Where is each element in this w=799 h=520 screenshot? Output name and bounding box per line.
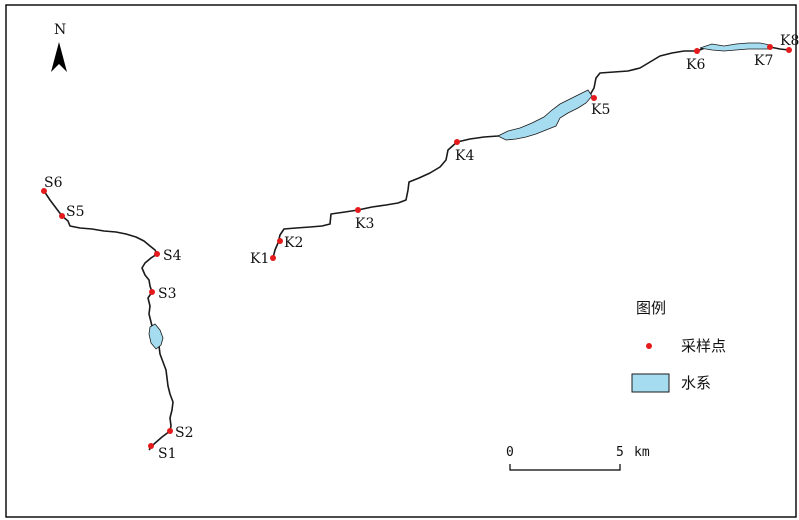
- scale-end-label: 5: [616, 445, 624, 460]
- map-frame: [5, 4, 797, 518]
- sample-point-k4[interactable]: [454, 139, 460, 145]
- sample-point-s6[interactable]: [41, 188, 47, 194]
- sample-point-s2[interactable]: [167, 428, 173, 434]
- sample-points-s: S1 S2 S3 S4 S5 S6: [41, 175, 194, 462]
- river-s: [43, 190, 174, 451]
- sample-point-s4[interactable]: [154, 251, 160, 257]
- sample-label-s1: S1: [158, 446, 177, 462]
- river-s-line: [43, 190, 174, 451]
- sample-point-k1[interactable]: [270, 255, 276, 261]
- sample-point-k7[interactable]: [767, 44, 773, 50]
- scale-unit-label: km: [634, 445, 650, 460]
- legend-water-swatch-icon: [631, 373, 670, 393]
- sample-label-s5: S5: [66, 204, 85, 220]
- scale-bar-line: [509, 464, 621, 471]
- legend-sample-point-icon: [646, 343, 652, 349]
- sample-point-s3[interactable]: [149, 289, 155, 295]
- sample-label-k1: K1: [250, 251, 269, 267]
- sample-point-k3[interactable]: [355, 207, 361, 213]
- sample-label-k7: K7: [754, 53, 773, 69]
- north-arrow-icon: [51, 42, 59, 72]
- legend-item-water: 水系: [681, 374, 711, 392]
- sample-label-k6: K6: [686, 57, 705, 73]
- sample-label-s3: S3: [158, 286, 177, 302]
- sample-label-k2: K2: [284, 235, 303, 251]
- sample-label-k5: K5: [591, 102, 610, 118]
- sample-point-s5[interactable]: [59, 213, 65, 219]
- sample-label-k4: K4: [455, 148, 474, 164]
- sample-label-s2: S2: [175, 425, 194, 441]
- sample-points-k: K1 K2 K3 K4 K5 K6 K7 K8: [250, 33, 799, 267]
- sample-point-s1[interactable]: [148, 443, 154, 449]
- north-arrow: N: [51, 22, 67, 72]
- scale-start-label: 0: [506, 445, 514, 460]
- legend: 图例 采样点 水系: [631, 299, 726, 393]
- legend-title: 图例: [636, 299, 666, 317]
- sample-point-k2[interactable]: [277, 238, 283, 244]
- sample-label-k8: K8: [780, 33, 799, 49]
- sample-label-s4: S4: [163, 248, 182, 264]
- river-k: [272, 42, 790, 259]
- scale-bar: 0 5 km: [506, 445, 650, 471]
- legend-item-sample-point: 采样点: [681, 337, 726, 355]
- water-body-s: [148, 323, 164, 350]
- sample-label-s6: S6: [44, 175, 63, 191]
- north-label: N: [54, 22, 66, 38]
- sample-point-k8[interactable]: [786, 47, 792, 53]
- sample-point-k6[interactable]: [694, 48, 700, 54]
- water-body-k: [497, 89, 593, 141]
- sample-point-k5[interactable]: [591, 95, 597, 101]
- sample-label-k3: K3: [355, 216, 374, 232]
